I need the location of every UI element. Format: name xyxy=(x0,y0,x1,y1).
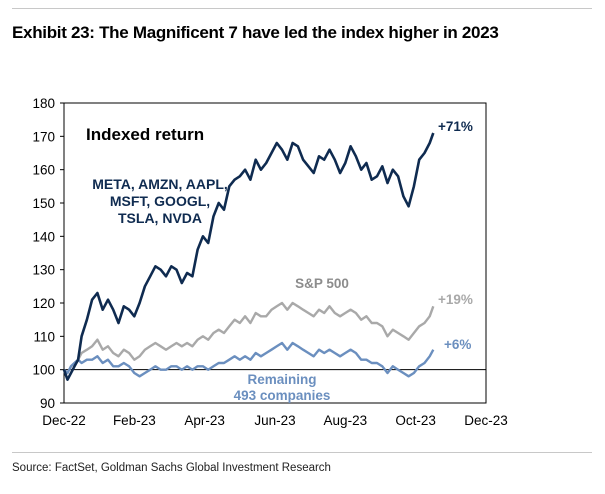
x-tick-label: Aug-23 xyxy=(324,413,368,428)
plot-frame xyxy=(63,102,487,404)
y-tick-label: 180 xyxy=(32,96,55,111)
x-tick-label: Dec-23 xyxy=(464,413,508,428)
mag7-series-label: META, AMZN, AAPL, xyxy=(92,176,228,192)
y-tick-label: 160 xyxy=(32,163,55,178)
remaining-series-label: Remaining xyxy=(247,372,316,387)
sp500-series-line xyxy=(63,301,435,375)
chart-title: Indexed return xyxy=(86,125,204,144)
y-tick-label: 150 xyxy=(32,196,55,211)
x-tick-label: Dec-22 xyxy=(42,413,86,428)
top-rule xyxy=(12,8,592,9)
remaining-end-label: +6% xyxy=(444,337,471,352)
y-tick-label: 100 xyxy=(32,363,55,378)
y-tick-label: 140 xyxy=(32,229,55,244)
bottom-rule xyxy=(12,452,592,453)
y-tick-label: 170 xyxy=(32,129,55,144)
y-tick-label: 90 xyxy=(40,396,55,411)
mag7-end-label: +71% xyxy=(438,119,473,134)
x-tick-label: Apr-23 xyxy=(184,413,225,428)
mag7-series-label: TSLA, NVDA xyxy=(118,210,202,226)
exhibit-title: Exhibit 23: The Magnificent 7 have led t… xyxy=(12,23,499,42)
x-tick-label: Jun-23 xyxy=(254,413,295,428)
source-note: Source: FactSet, Goldman Sachs Global In… xyxy=(12,462,331,474)
y-tick-label: 130 xyxy=(32,263,55,278)
y-tick-label: 120 xyxy=(32,296,55,311)
sp500-series-label: S&P 500 xyxy=(295,276,349,291)
mag7-series-line xyxy=(62,132,435,382)
y-tick-label: 110 xyxy=(33,329,55,344)
mag7-series-label: MSFT, GOOGL, xyxy=(110,193,210,209)
remaining-series-line xyxy=(63,341,435,378)
remaining-series-label: 493 companies xyxy=(234,388,331,403)
x-tick-label: Feb-23 xyxy=(113,413,156,428)
x-tick-label: Oct-23 xyxy=(395,413,436,428)
sp500-end-label: +19% xyxy=(438,292,473,307)
